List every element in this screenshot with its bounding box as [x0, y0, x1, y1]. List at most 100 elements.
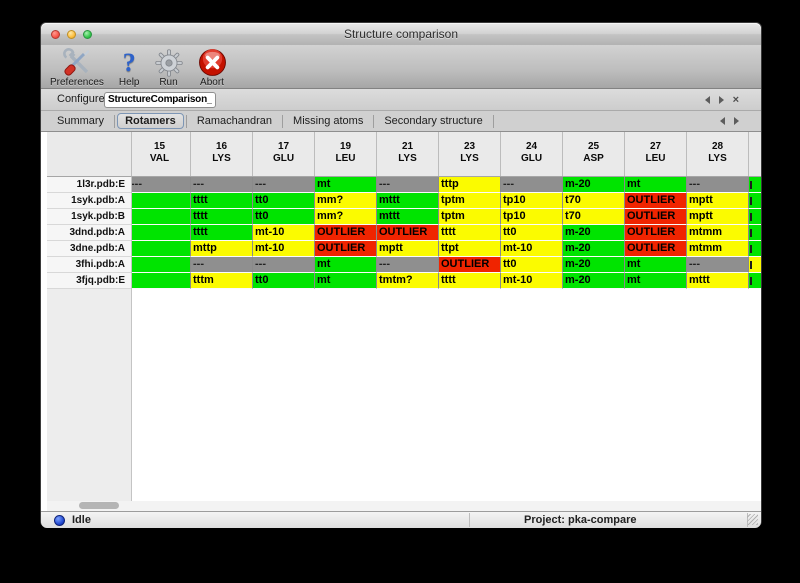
- rotamer-cell[interactable]: [749, 193, 761, 209]
- rotamer-cell[interactable]: [749, 257, 761, 273]
- rotamer-cell[interactable]: ---: [501, 177, 563, 193]
- rotamer-cell[interactable]: mttt: [687, 273, 749, 289]
- abort-button[interactable]: Abort: [195, 47, 230, 89]
- row-header[interactable]: 3dnd.pdb:A: [47, 225, 131, 241]
- rotamer-cell[interactable]: tt0: [501, 257, 563, 273]
- rotamer-cell[interactable]: mt-10: [501, 241, 563, 257]
- row-header[interactable]: 3fjq.pdb:E: [47, 273, 131, 289]
- rotamer-cell[interactable]: [749, 273, 761, 289]
- rotamer-cell[interactable]: [749, 225, 761, 241]
- rotamer-cell[interactable]: ---: [377, 257, 439, 273]
- rotamer-cell[interactable]: ---: [687, 257, 749, 273]
- rotamer-cell[interactable]: [132, 225, 191, 241]
- rotamer-cell[interactable]: mttp: [191, 241, 253, 257]
- rotamer-cell[interactable]: mt: [625, 273, 687, 289]
- zoom-window-button[interactable]: [83, 30, 92, 39]
- rotamer-cell[interactable]: tp10: [501, 209, 563, 225]
- tab-scroll-left-icon[interactable]: [720, 117, 725, 125]
- rotamer-cell[interactable]: m-20: [563, 225, 625, 241]
- rotamer-cell[interactable]: [132, 241, 191, 257]
- rotamer-cell[interactable]: tttt: [191, 193, 253, 209]
- rotamer-cell[interactable]: mt-10: [501, 273, 563, 289]
- rotamer-cell[interactable]: [132, 257, 191, 273]
- rotamer-cell[interactable]: mt: [625, 257, 687, 273]
- rotamer-cell[interactable]: tt0: [501, 225, 563, 241]
- row-header[interactable]: 1syk.pdb:B: [47, 209, 131, 225]
- scroll-right-icon[interactable]: [718, 95, 724, 104]
- rotamer-cell[interactable]: mptt: [687, 193, 749, 209]
- rotamer-cell[interactable]: mt-10: [253, 241, 315, 257]
- horizontal-scrollbar[interactable]: [47, 501, 761, 511]
- rotamer-cell[interactable]: ttpt: [439, 241, 501, 257]
- rotamer-cell[interactable]: tptm: [439, 209, 501, 225]
- rotamer-cell[interactable]: tttt: [191, 225, 253, 241]
- rotamer-cell[interactable]: ---: [191, 177, 253, 193]
- rotamer-cell[interactable]: [749, 209, 761, 225]
- rotamer-cell[interactable]: tp10: [501, 193, 563, 209]
- resize-grip[interactable]: [747, 514, 758, 525]
- close-window-button[interactable]: [51, 30, 60, 39]
- rotamer-cell[interactable]: OUTLIER: [315, 241, 377, 257]
- preferences-button[interactable]: Preferences: [47, 47, 107, 89]
- rotamer-cell[interactable]: ---: [253, 257, 315, 273]
- rotamer-cell[interactable]: m-20: [563, 257, 625, 273]
- tab-summary[interactable]: Summary: [57, 115, 105, 127]
- rotamer-cell[interactable]: mt: [315, 177, 377, 193]
- rotamer-cell[interactable]: ---: [253, 177, 315, 193]
- rotamer-cell[interactable]: tttp: [439, 177, 501, 193]
- rotamer-cell[interactable]: OUTLIER: [439, 257, 501, 273]
- rotamer-cell[interactable]: tmtm?: [377, 273, 439, 289]
- rotamer-cell[interactable]: ---: [687, 177, 749, 193]
- minimize-window-button[interactable]: [67, 30, 76, 39]
- rotamer-cell[interactable]: t70: [563, 193, 625, 209]
- scroll-left-icon[interactable]: [704, 95, 710, 104]
- rotamer-cell[interactable]: m-20: [563, 241, 625, 257]
- rotamer-cell[interactable]: OUTLIER: [625, 241, 687, 257]
- tab-scroll-right-icon[interactable]: [734, 117, 739, 125]
- rotamer-cell[interactable]: mttt: [377, 193, 439, 209]
- rotamer-cell[interactable]: tt0: [253, 193, 315, 209]
- rotamer-cell[interactable]: OUTLIER: [625, 193, 687, 209]
- row-header[interactable]: 3dne.pdb:A: [47, 241, 131, 257]
- rotamer-cell[interactable]: mt: [315, 273, 377, 289]
- tab-rotamers[interactable]: Rotamers: [117, 113, 184, 129]
- run-button[interactable]: Run: [152, 47, 186, 89]
- rotamer-cell[interactable]: tttt: [191, 209, 253, 225]
- rotamer-cell[interactable]: OUTLIER: [315, 225, 377, 241]
- rotamer-cell[interactable]: ---: [191, 257, 253, 273]
- rotamer-cell[interactable]: mt: [315, 257, 377, 273]
- rotamer-cell[interactable]: mtmm: [687, 241, 749, 257]
- rotamer-cell[interactable]: tt0: [253, 273, 315, 289]
- rotamer-cell[interactable]: ---: [132, 177, 191, 193]
- title-bar[interactable]: Structure comparison: [41, 23, 761, 45]
- rotamer-cell[interactable]: [749, 241, 761, 257]
- row-header[interactable]: 1syk.pdb:A: [47, 193, 131, 209]
- horizontal-scrollbar-thumb[interactable]: [79, 502, 119, 509]
- rotamer-cell[interactable]: mptt: [687, 209, 749, 225]
- rotamer-cell[interactable]: [132, 273, 191, 289]
- tab-secondary-structure[interactable]: Secondary structure: [384, 115, 483, 127]
- rotamer-cell[interactable]: tttm: [191, 273, 253, 289]
- rotamer-cell[interactable]: m-20: [563, 177, 625, 193]
- rotamer-cell[interactable]: ---: [377, 177, 439, 193]
- rotamer-cell[interactable]: tptm: [439, 193, 501, 209]
- rotamer-cell[interactable]: OUTLIER: [377, 225, 439, 241]
- rotamer-cell[interactable]: OUTLIER: [625, 225, 687, 241]
- row-header[interactable]: 3fhi.pdb:A: [47, 257, 131, 273]
- row-header[interactable]: 1l3r.pdb:E: [47, 177, 131, 193]
- rotamer-cell[interactable]: mtmm: [687, 225, 749, 241]
- rotamer-cell[interactable]: m-20: [563, 273, 625, 289]
- rotamer-cell[interactable]: tttt: [439, 225, 501, 241]
- rotamer-cell[interactable]: tt0: [253, 209, 315, 225]
- tab-ramachandran[interactable]: Ramachandran: [196, 115, 273, 127]
- rotamer-cell[interactable]: mt-10: [253, 225, 315, 241]
- rotamer-cell[interactable]: mm?: [315, 193, 377, 209]
- close-configuration-icon[interactable]: ×: [732, 93, 739, 106]
- rotamer-cell[interactable]: t70: [563, 209, 625, 225]
- rotamer-cell[interactable]: [132, 209, 191, 225]
- rotamer-cell[interactable]: tttt: [439, 273, 501, 289]
- help-button[interactable]: ? Help: [116, 47, 143, 89]
- rotamer-cell[interactable]: mt: [625, 177, 687, 193]
- rotamer-cell[interactable]: OUTLIER: [625, 209, 687, 225]
- tab-missing-atoms[interactable]: Missing atoms: [293, 115, 364, 127]
